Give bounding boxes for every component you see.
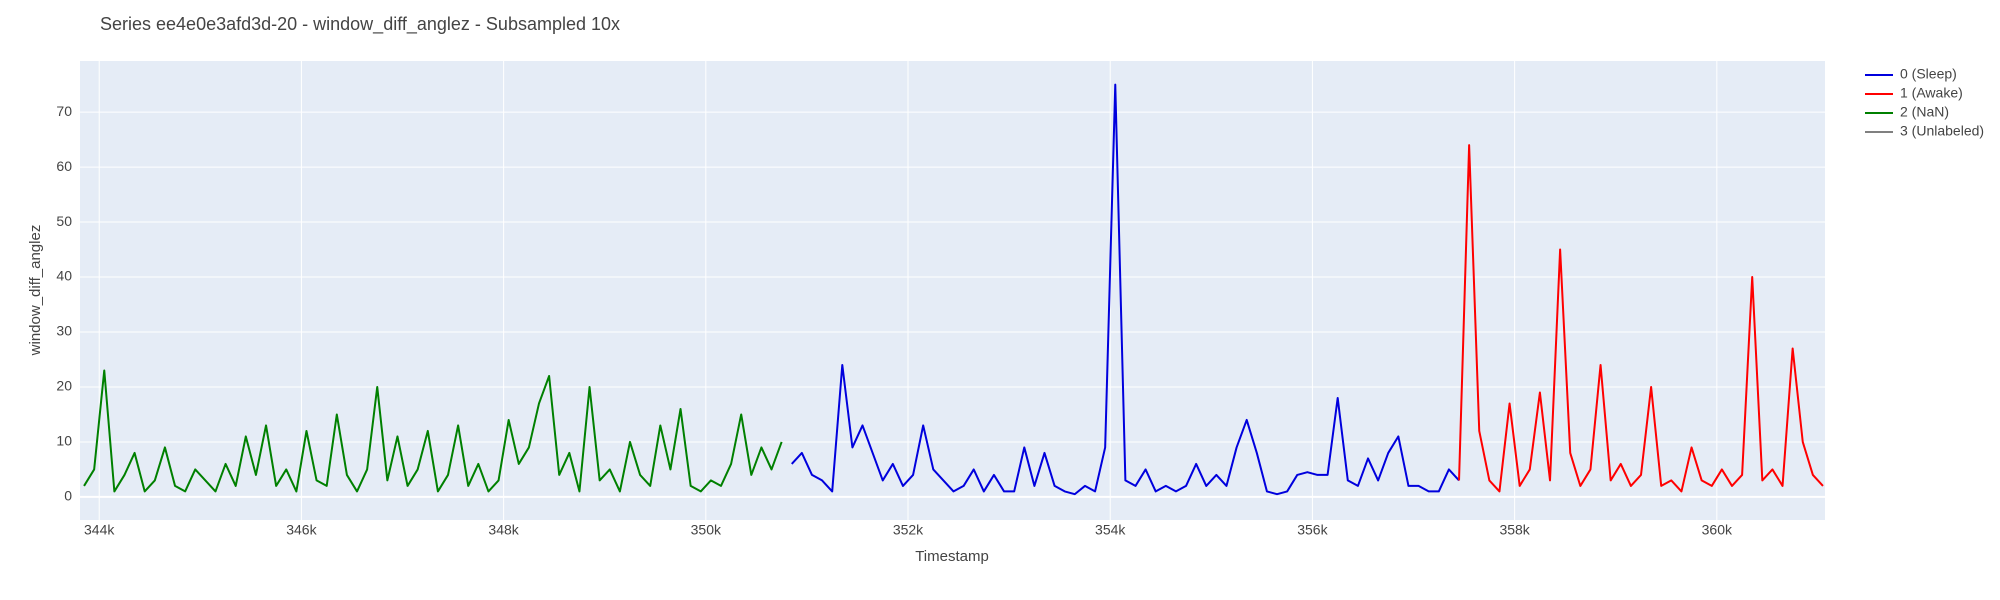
y-tick-label: 40 [56, 268, 72, 284]
x-tick-label: 354k [1095, 522, 1126, 538]
y-tick-label: 60 [56, 158, 72, 174]
x-tick-label: 356k [1297, 522, 1328, 538]
x-tick-label: 344k [84, 522, 115, 538]
x-tick-label: 352k [893, 522, 924, 538]
legend-label: 3 (Unlabeled) [1900, 123, 1984, 139]
x-tick-label: 360k [1702, 522, 1733, 538]
y-tick-label: 30 [56, 323, 72, 339]
legend-label: 2 (NaN) [1900, 104, 1949, 120]
lines [83, 83, 1824, 496]
x-tick-label: 348k [488, 522, 519, 538]
y-tick-label: 10 [56, 433, 72, 449]
plot-area [80, 61, 1825, 520]
chart-title: Series ee4e0e3afd3d-20 - window_diff_ang… [100, 14, 620, 35]
series-line [83, 369, 783, 493]
y-tick-label: 70 [56, 103, 72, 119]
legend-label: 0 (Sleep) [1900, 66, 1957, 82]
series-line [1458, 144, 1824, 493]
y-tick-label: 0 [64, 488, 72, 504]
y-axis-title: window_diff_anglez [27, 225, 44, 357]
y-tick-label: 50 [56, 213, 72, 229]
x-tick-label: 346k [286, 522, 317, 538]
x-tick-label: 358k [1499, 522, 1530, 538]
legend: 0 (Sleep) 1 (Awake) 2 (NaN) 3 (Unlabeled) [1865, 66, 1984, 139]
y-tick-label: 20 [56, 378, 72, 394]
x-tick-label: 350k [691, 522, 722, 538]
legend-label: 1 (Awake) [1900, 85, 1963, 101]
x-axis-title: Timestamp [915, 548, 989, 565]
series-line [791, 83, 1460, 496]
